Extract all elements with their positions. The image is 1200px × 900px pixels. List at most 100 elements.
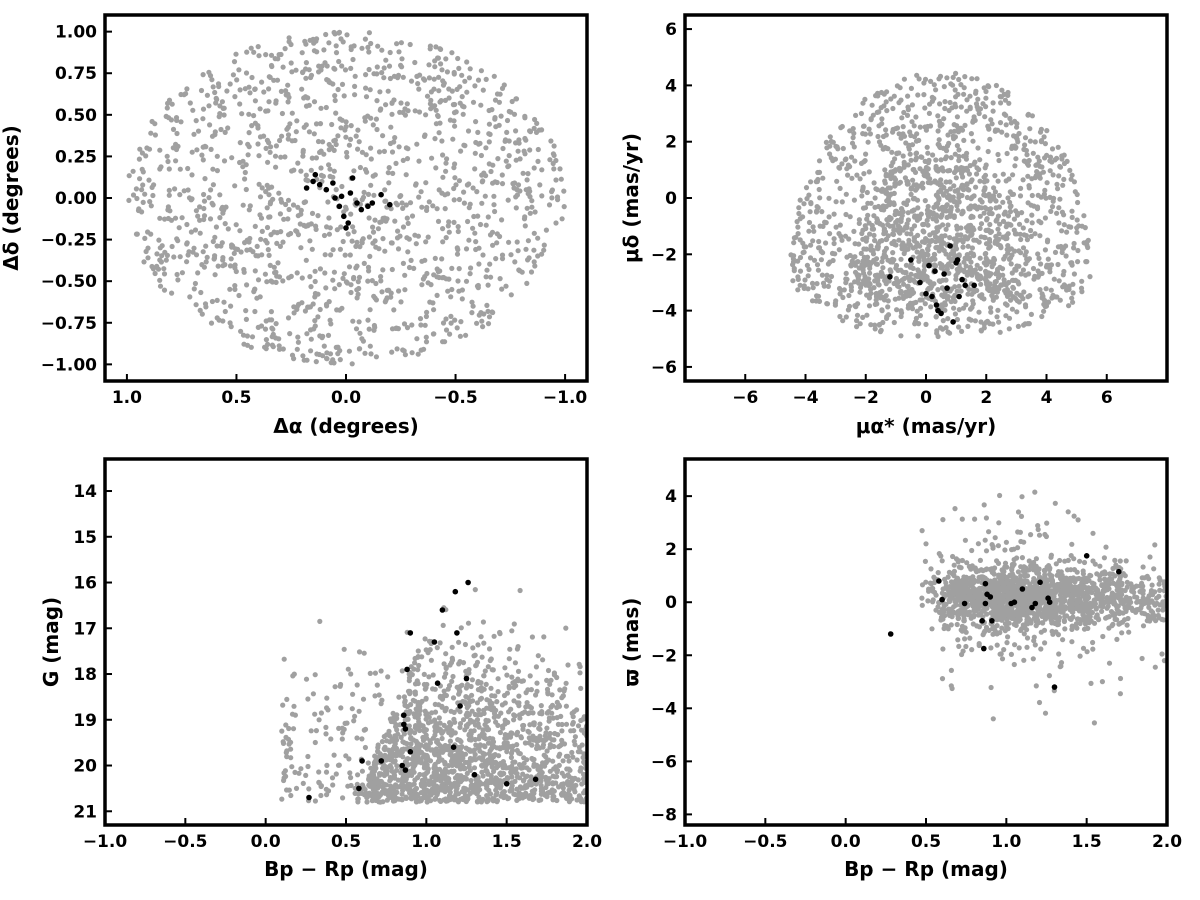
field-star-cmd: [512, 660, 519, 666]
field-star-sky: [301, 95, 307, 101]
field-star-pm: [1056, 220, 1062, 226]
field-star-pm: [911, 123, 917, 129]
field-star-pm: [801, 283, 807, 289]
field-star-sky: [227, 286, 233, 292]
field-star-pm: [885, 196, 892, 202]
field-star-sky: [326, 162, 332, 168]
field-star-pm: [931, 82, 937, 88]
field-star-cmd: [356, 649, 363, 655]
field-star-pm: [1000, 272, 1006, 278]
field-star-cmd: [420, 723, 426, 729]
field-star-pm: [847, 214, 853, 220]
field-star-pm: [909, 306, 916, 312]
field-star-sky: [404, 325, 411, 331]
field-star-pm: [892, 296, 898, 302]
y-axis-label-sky: Δδ (degrees): [0, 125, 23, 271]
field-star-cmd: [394, 789, 400, 795]
field-star-pm: [920, 221, 926, 228]
field-star-sky: [161, 266, 167, 272]
field-star-pm: [875, 203, 882, 210]
field-star-pm: [914, 308, 920, 314]
field-star-pm: [908, 231, 914, 237]
field-star-pm: [795, 224, 801, 230]
field-star-cmd: [432, 709, 439, 715]
field-star-cmd: [457, 659, 463, 665]
field-star-pm: [1045, 299, 1051, 305]
field-star-pm: [1066, 283, 1072, 289]
field-star-pm: [1062, 283, 1068, 289]
field-star-sky: [499, 252, 506, 258]
field-star-pm: [995, 127, 1001, 133]
field-star-sky: [201, 213, 208, 219]
field-star-sky: [329, 121, 335, 128]
field-star-sky: [553, 177, 559, 183]
field-star-sky: [371, 192, 377, 198]
field-star-cmd: [385, 674, 391, 680]
field-star-sky: [158, 259, 164, 265]
field-star-sky: [195, 128, 202, 134]
field-star-pm: [977, 255, 983, 261]
field-star-pm: [810, 285, 816, 291]
field-star-cmd: [513, 770, 520, 776]
field-star-cmd: [457, 724, 463, 731]
field-star-sky: [511, 111, 518, 117]
field-star-sky: [432, 255, 438, 261]
field-star-sky: [184, 259, 190, 265]
field-star-sky: [394, 41, 400, 47]
field-star-cmd: [497, 785, 503, 791]
field-star-sky: [232, 283, 238, 289]
field-star-cmd: [543, 760, 549, 766]
field-star-sky: [325, 77, 331, 84]
field-star-sky: [208, 187, 214, 193]
field-star-pm: [997, 329, 1003, 335]
field-star-sky: [508, 252, 514, 258]
field-star-sky: [389, 349, 395, 355]
field-star-pm: [1075, 247, 1081, 254]
field-star-sky: [354, 295, 360, 301]
field-star-sky: [207, 122, 213, 128]
field-star-sky: [367, 307, 373, 313]
field-star-pm: [909, 102, 916, 108]
field-star-sky: [435, 113, 441, 119]
field-star-cmd: [472, 587, 478, 593]
field-star-sky: [279, 110, 285, 117]
field-star-pm: [988, 305, 994, 311]
field-star-sky: [191, 286, 197, 292]
field-star-sky: [473, 139, 479, 146]
field-star-sky: [344, 32, 350, 38]
field-star-sky: [400, 224, 407, 230]
field-star-sky: [389, 266, 395, 273]
field-star-cmd: [523, 690, 529, 696]
field-star-pm: [935, 287, 941, 293]
field-star-sky: [344, 149, 350, 156]
field-star-pm: [961, 85, 967, 91]
field-star-pm: [1020, 177, 1026, 183]
field-star-sky: [247, 247, 253, 253]
field-star-sky: [217, 215, 223, 221]
field-star-pm: [969, 177, 975, 183]
field-star-pm: [928, 78, 934, 84]
field-star-cmd: [344, 720, 350, 726]
field-star-pm: [970, 117, 976, 124]
field-star-cmd: [539, 737, 545, 743]
field-star-cmd: [556, 702, 562, 708]
field-star-sky: [342, 252, 348, 258]
field-star-sky: [522, 223, 528, 229]
field-star-sky: [281, 216, 287, 222]
field-star-pm: [909, 226, 915, 232]
field-star-cmd: [497, 629, 503, 636]
field-star-cmd: [516, 693, 522, 699]
field-star-pm: [885, 312, 892, 318]
member-star-pm: [917, 279, 923, 286]
field-star-pm: [814, 262, 821, 268]
field-star-cmd: [504, 749, 510, 755]
field-star-cmd: [486, 646, 493, 652]
field-star-sky: [242, 86, 248, 92]
field-star-sky: [144, 145, 150, 151]
field-star-pm: [918, 211, 924, 217]
field-star-pm: [1067, 167, 1073, 173]
field-star-pm: [816, 245, 822, 251]
field-star-sky: [246, 130, 252, 136]
field-star-sky: [446, 219, 452, 225]
field-star-pm: [901, 250, 907, 257]
